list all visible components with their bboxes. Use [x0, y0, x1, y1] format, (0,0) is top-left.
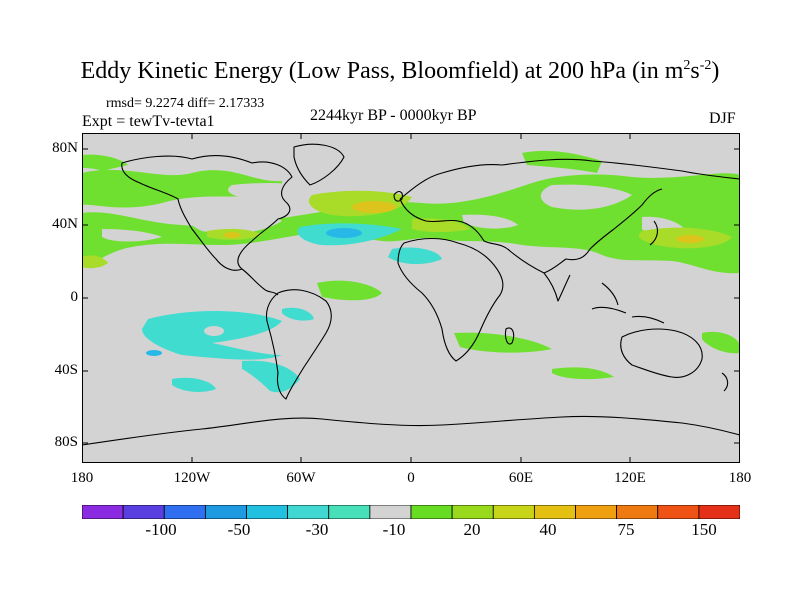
colorbar-swatch — [616, 505, 659, 519]
colorbar-swatch — [246, 505, 289, 519]
period-label: 2244kyr BP - 0000kyr BP — [310, 107, 477, 124]
coastlines — [82, 143, 740, 446]
lon-label-60w: 60W — [286, 470, 316, 486]
colorbar-swatch — [287, 505, 330, 519]
colorbar-swatch — [122, 505, 165, 519]
colorbar-swatch — [533, 505, 576, 519]
colorbar-swatch — [82, 505, 124, 519]
colorbar-swatch — [492, 505, 535, 519]
colorbar-swatch — [410, 505, 453, 519]
lat-label-80n: 80N — [52, 140, 78, 156]
colorbar-label-75: 75 — [617, 520, 635, 539]
colorbar-swatch — [328, 505, 371, 519]
plot-title: Eddy Kinetic Energy (Low Pass, Bloomfiel… — [80, 58, 720, 84]
peak-positive-fill — [224, 201, 704, 243]
lon-label-180e: 180 — [728, 470, 752, 486]
colorbar-swatch — [698, 505, 740, 519]
colorbar-swatch — [369, 505, 412, 519]
colorbar-label-minus-50: -50 — [227, 520, 251, 539]
colorbar-swatch — [657, 505, 700, 519]
colorbar-label-150: 150 — [691, 520, 717, 539]
colorbar-swatch — [451, 505, 494, 519]
lat-label-40n: 40N — [52, 216, 78, 232]
lon-label-120e: 120E — [614, 470, 646, 486]
colorbar-swatch — [163, 505, 206, 519]
experiment-label: Expt = tewTv-tevta1 — [82, 113, 215, 130]
strong-negative-fill — [146, 228, 362, 356]
colorbar-swatch — [575, 505, 618, 519]
axis-ticks — [82, 133, 740, 463]
lon-label-0: 0 — [407, 470, 415, 486]
season-label: DJF — [709, 110, 736, 127]
colorbar-swatch — [204, 505, 247, 519]
lon-label-180w: 180 — [70, 470, 94, 486]
lon-label-60e: 60E — [508, 470, 534, 486]
lat-label-80s: 80S — [54, 434, 78, 450]
neutral-hole — [204, 326, 224, 336]
colorbar-label-40: 40 — [539, 520, 557, 539]
lat-label-40s: 40S — [54, 362, 78, 378]
stats-label: rmsd= 9.2274 diff= 2.17333 — [106, 96, 265, 111]
lon-label-120w: 120W — [173, 470, 211, 486]
colorbar-label-20: 20 — [463, 520, 481, 539]
world-map — [82, 133, 740, 463]
colorbar-label-minus-30: -30 — [305, 520, 329, 539]
lat-label-0: 0 — [70, 289, 79, 305]
colorbar-label-minus-100: -100 — [145, 520, 177, 539]
colorbar-label-minus-10: -10 — [382, 520, 406, 539]
colorbar — [82, 505, 740, 519]
